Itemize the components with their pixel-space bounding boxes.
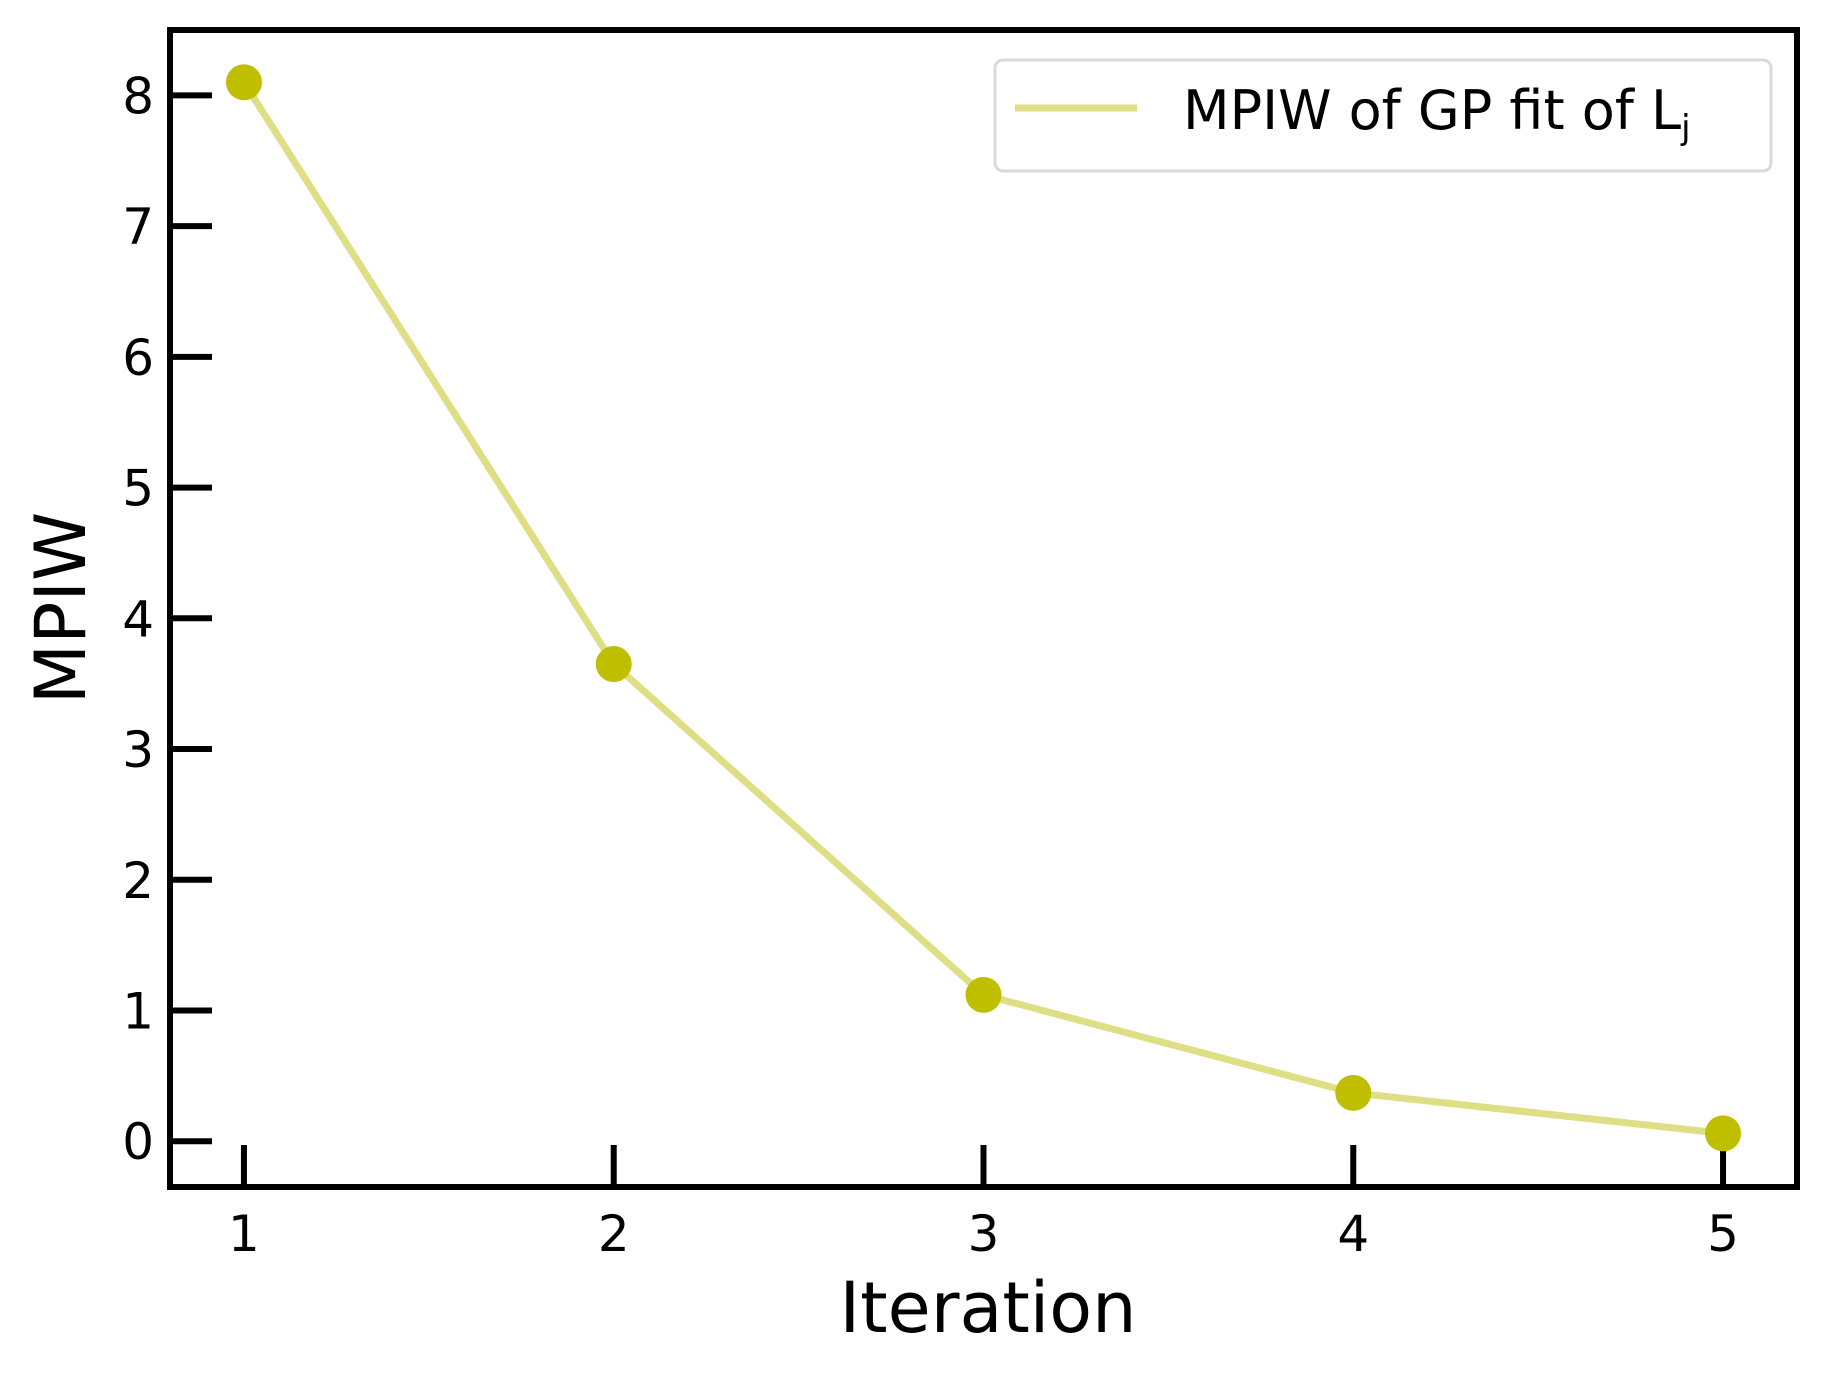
y-tick-label: 8: [122, 67, 154, 125]
data-point: [965, 976, 1002, 1013]
series-layer: [225, 64, 1742, 1152]
y-ticks: 0 1 2 3 4 5 6 7 8: [122, 67, 212, 1171]
y-tick-label: 7: [122, 198, 154, 256]
y-axis-label: MPIW: [20, 512, 102, 704]
y-tick-label: 5: [122, 460, 154, 518]
x-tick-label: 4: [1337, 1205, 1369, 1263]
legend-label-subscript: j: [1680, 108, 1690, 148]
series-line: [240, 78, 1727, 1137]
x-ticks: 1 2 3 4 5: [228, 1145, 1739, 1263]
y-tick-label: 4: [122, 590, 154, 648]
x-tick-label: 1: [228, 1205, 260, 1263]
legend-box: [993, 58, 1773, 173]
legend-label: MPIW of GP fit of Lj: [1183, 79, 1691, 148]
x-tick-label: 5: [1707, 1205, 1739, 1263]
y-tick-label: 2: [122, 852, 154, 910]
data-point: [595, 646, 632, 683]
y-tick-label: 6: [122, 329, 154, 387]
y-tick-label: 0: [122, 1113, 154, 1171]
legend: MPIW of GP fit of Lj: [993, 58, 1773, 173]
legend-label-main: MPIW of GP fit of L: [1183, 79, 1681, 142]
x-tick-label: 3: [968, 1205, 1000, 1263]
plot-frame: [167, 27, 1800, 1190]
x-axis-label: Iteration: [840, 1267, 1137, 1349]
data-point: [225, 64, 262, 101]
x-tick-label: 2: [598, 1205, 630, 1263]
y-tick-label: 3: [122, 721, 154, 779]
data-point: [1335, 1074, 1372, 1111]
data-point: [1705, 1115, 1742, 1152]
y-tick-label: 1: [122, 983, 154, 1041]
